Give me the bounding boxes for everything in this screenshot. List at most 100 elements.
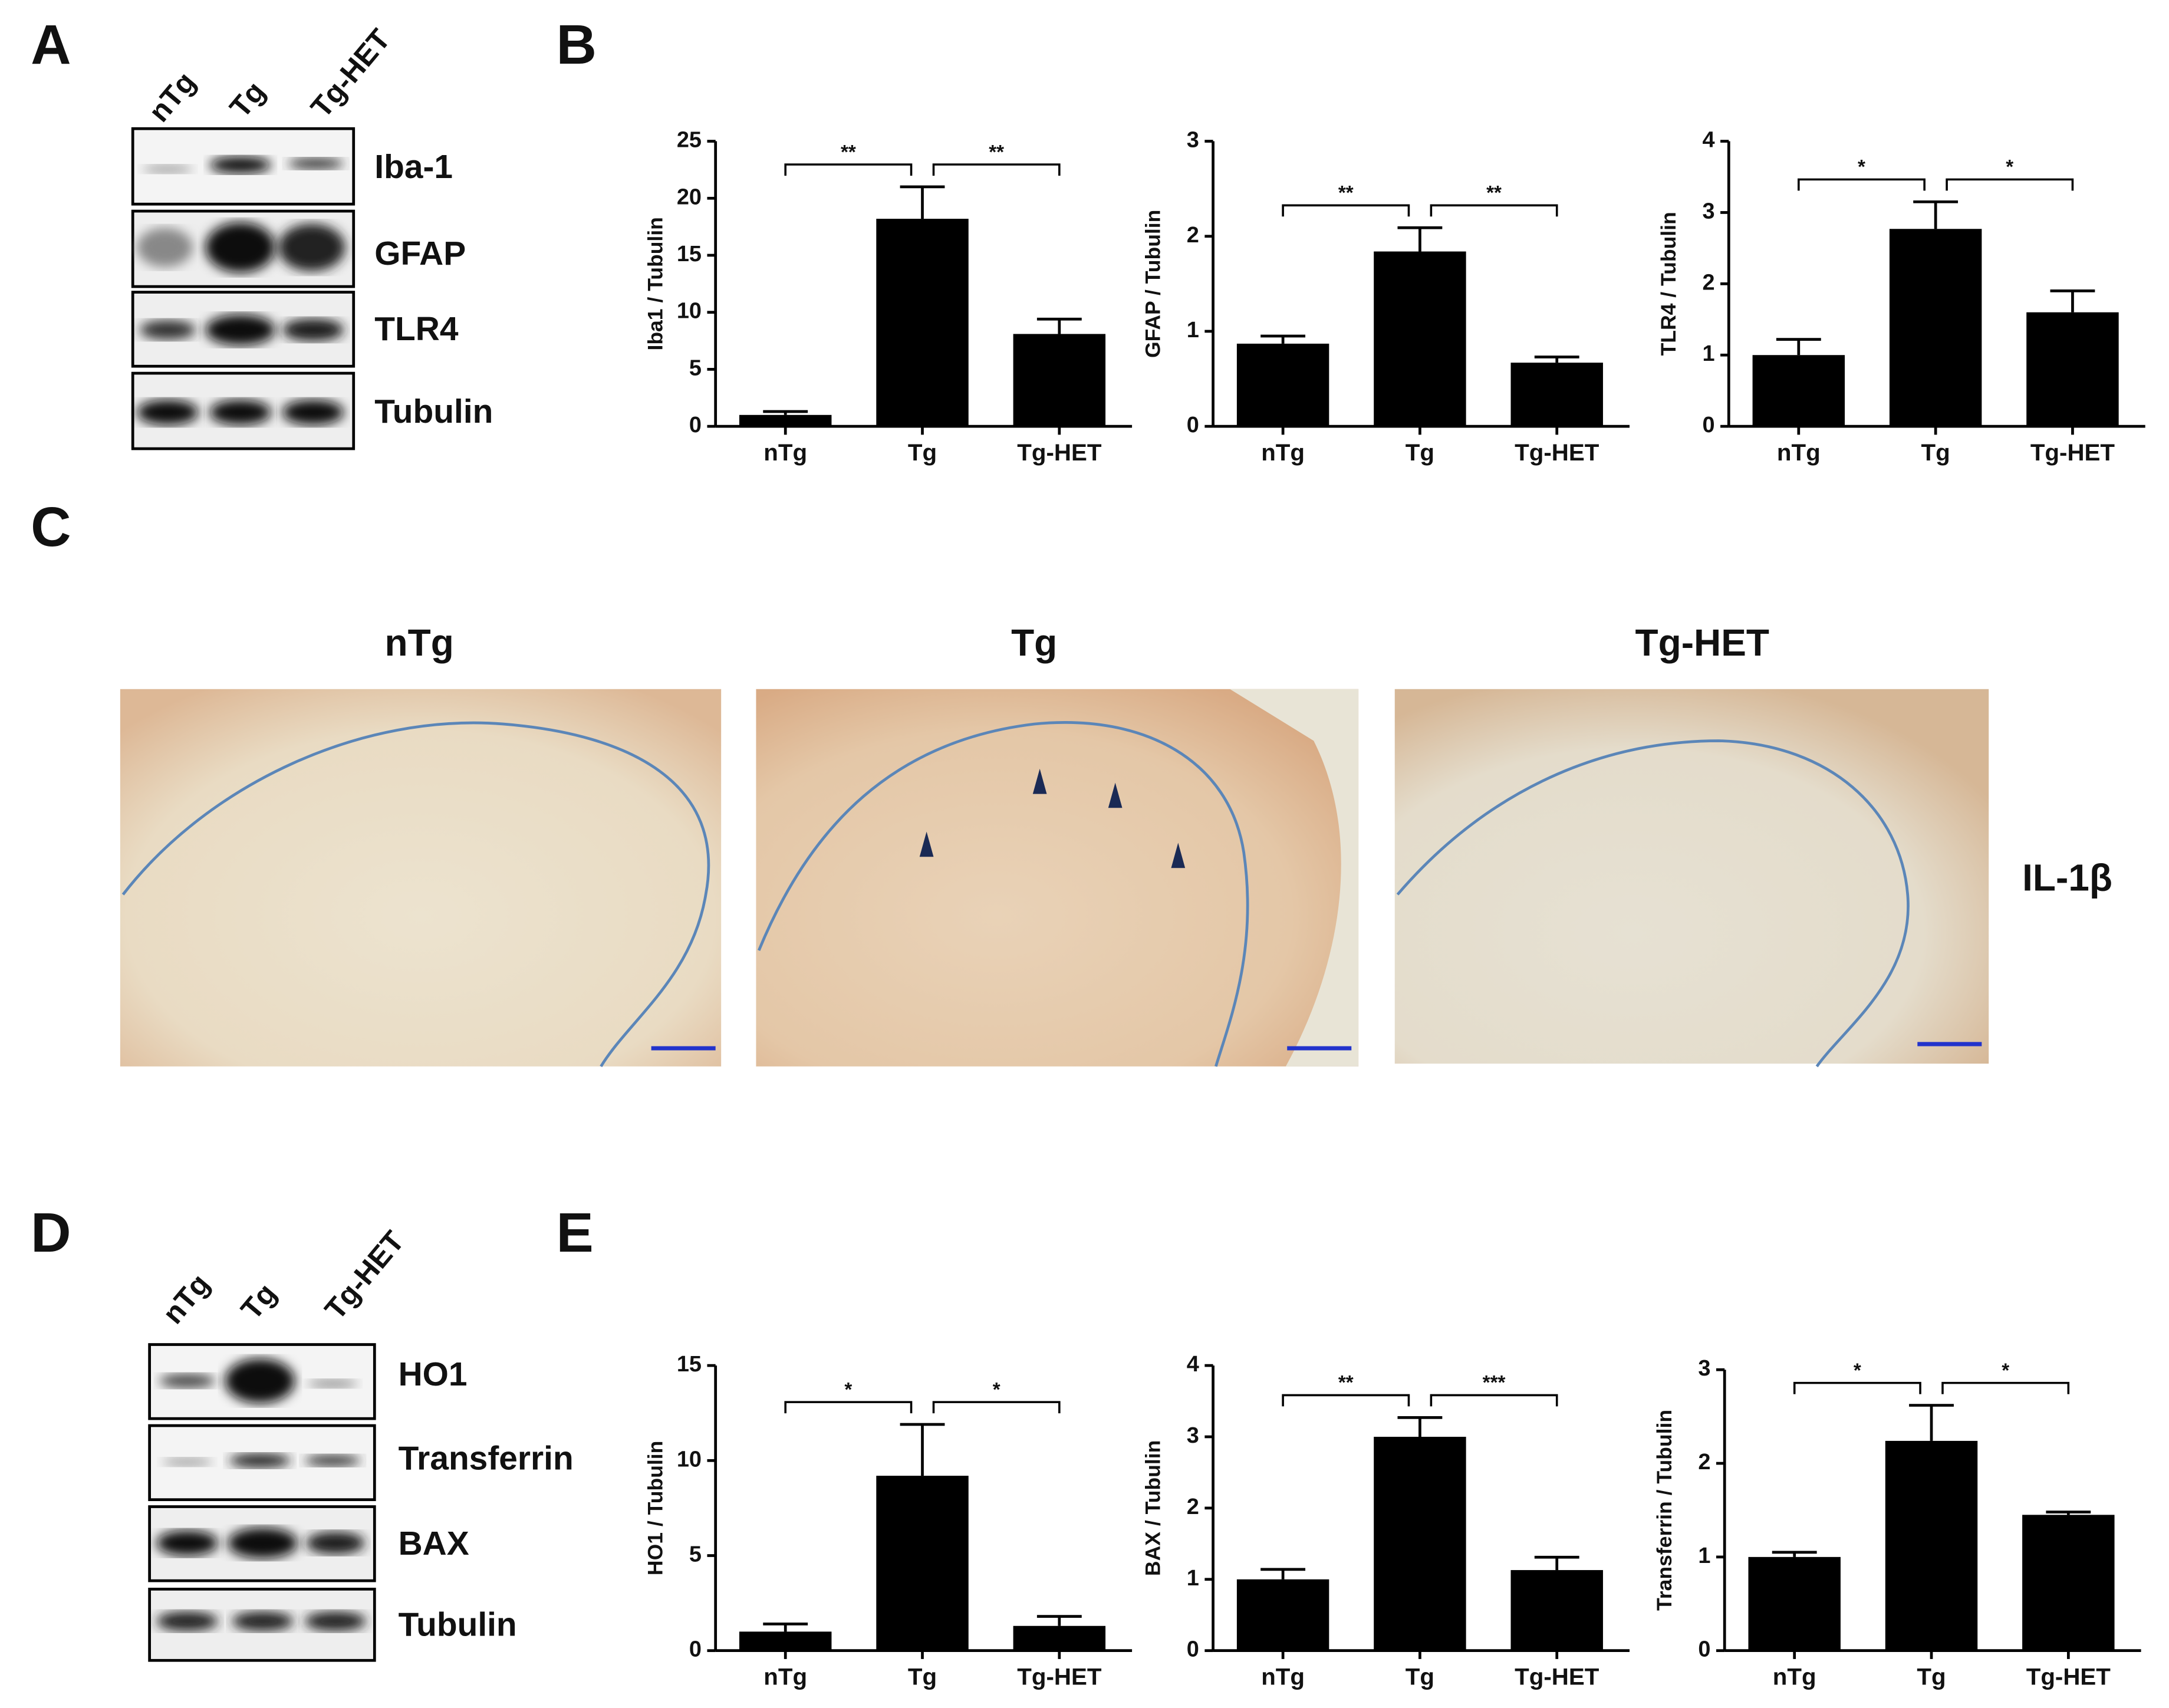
significance-label: * [1858, 156, 1865, 178]
bar [1752, 355, 1845, 427]
band [159, 1374, 216, 1388]
y-tick-label: 10 [677, 299, 702, 324]
significance-bracket [784, 1401, 913, 1414]
band [282, 400, 344, 425]
band-label: Tubulin [399, 1605, 517, 1643]
bar [876, 1476, 969, 1651]
y-tick-label: 3 [1698, 1356, 1710, 1381]
bar [1510, 363, 1603, 427]
bar [1013, 334, 1106, 427]
significance-bracket [784, 163, 913, 176]
bar-chart: 0 1 2 3 nTg Tg Tg-HET ** ** GFAP / Tubulin [1141, 128, 1630, 466]
significance-bracket [1430, 1394, 1558, 1407]
lane-label: nTg [156, 1268, 216, 1330]
band [209, 156, 271, 174]
x-tick-label: Tg-HET [1515, 439, 1599, 466]
band [205, 222, 275, 273]
stain-label: IL-1β [2022, 856, 2112, 899]
bar-chart: 0 5 10 15 nTg Tg Tg-HET * * HO1 / Tubulin [644, 1352, 1133, 1690]
micrograph [756, 689, 1359, 1067]
x-tick-label: nTg [763, 1664, 807, 1690]
lane-label: Tg-HET [304, 23, 397, 124]
panel-label: D [31, 1202, 71, 1264]
band-label: Iba-1 [374, 148, 453, 186]
error-bar [1772, 1551, 1817, 1557]
x-tick-label: Tg-HET [2030, 439, 2115, 466]
significance-bracket [932, 163, 1061, 176]
error-bar [763, 1623, 808, 1632]
y-tick-label: 2 [1698, 1450, 1710, 1475]
boundary [1396, 739, 1910, 1068]
bar [876, 219, 969, 427]
y-tick-label: 0 [689, 1637, 702, 1662]
band [304, 1611, 367, 1631]
band [306, 1532, 365, 1555]
bar [1889, 229, 1982, 427]
x-tick-label: Tg-HET [1017, 1664, 1102, 1690]
band [140, 320, 196, 340]
x-tick-label: Tg [1406, 1664, 1434, 1690]
y-tick-label: 5 [689, 356, 702, 380]
significance-bracket [1946, 178, 2074, 191]
significance-label: ** [1338, 1372, 1354, 1394]
x-tick-label: Tg [908, 439, 937, 466]
y-tick-label: 10 [677, 1447, 702, 1472]
band [209, 400, 271, 425]
band [278, 223, 345, 272]
x-tick-label: nTg [1777, 439, 1821, 466]
significance-label: * [2006, 156, 2013, 178]
band [307, 1379, 358, 1388]
significance-bracket [1282, 204, 1410, 217]
error-bar [1913, 200, 1959, 229]
x-tick-label: Tg-HET [2026, 1664, 2111, 1690]
x-tick-label: Tg-HET [1017, 439, 1102, 466]
micrograph [1394, 689, 1989, 1064]
bar [2022, 1515, 2115, 1651]
y-tick-label: 1 [1702, 341, 1714, 366]
error-bar [1260, 334, 1306, 344]
significance-label: ** [989, 141, 1004, 163]
band [225, 1358, 295, 1404]
error-bar [1397, 226, 1443, 252]
significance-bracket [1798, 178, 1926, 191]
x-tick-label: Tg [1917, 1664, 1946, 1690]
panel-label: B [556, 14, 596, 76]
band-label: BAX [399, 1525, 469, 1562]
y-axis-label: HO1 / Tubulin [644, 1441, 667, 1575]
lane-label: Tg [235, 1277, 283, 1326]
band [162, 1457, 213, 1466]
y-tick-label: 3 [1702, 199, 1714, 223]
band-label: HO1 [399, 1355, 468, 1393]
y-axis-label: TLR4 / Tubulin [1657, 212, 1680, 356]
y-tick-label: 0 [1187, 1637, 1199, 1662]
band [229, 1453, 291, 1468]
band-label: Transferrin [399, 1439, 574, 1477]
significance-label: ** [1486, 182, 1502, 204]
y-tick-label: 1 [1698, 1544, 1710, 1568]
y-tick-label: 0 [689, 413, 702, 437]
significance-label: *** [1483, 1372, 1506, 1394]
panel-label: C [31, 496, 71, 558]
y-axis-label: GFAP / Tubulin [1141, 210, 1164, 358]
bar [1374, 1436, 1466, 1651]
y-tick-label: 1 [1187, 1566, 1199, 1591]
micrograph-title: nTg [385, 621, 454, 664]
error-bar [1534, 1555, 1579, 1571]
band-label: Tubulin [374, 393, 493, 430]
significance-label: ** [841, 141, 856, 163]
significance-label: * [844, 1379, 852, 1401]
y-tick-label: 25 [677, 128, 702, 153]
error-bar [1036, 1615, 1082, 1626]
significance-bracket [932, 1401, 1061, 1414]
panel-label: A [31, 14, 71, 76]
x-tick-label: Tg-HET [1515, 1664, 1599, 1690]
band [304, 1454, 361, 1466]
error-bar [1397, 1416, 1443, 1437]
significance-label: * [993, 1379, 1000, 1401]
significance-label: ** [1338, 182, 1354, 204]
blot-d: nTg Tg Tg-HET HO1 Transferrin BAX Tubuli… [148, 1225, 574, 1662]
background [1230, 689, 1359, 1067]
significance-bracket [1793, 1381, 1921, 1394]
bar [1748, 1556, 1841, 1651]
y-tick-label: 4 [1702, 128, 1714, 153]
